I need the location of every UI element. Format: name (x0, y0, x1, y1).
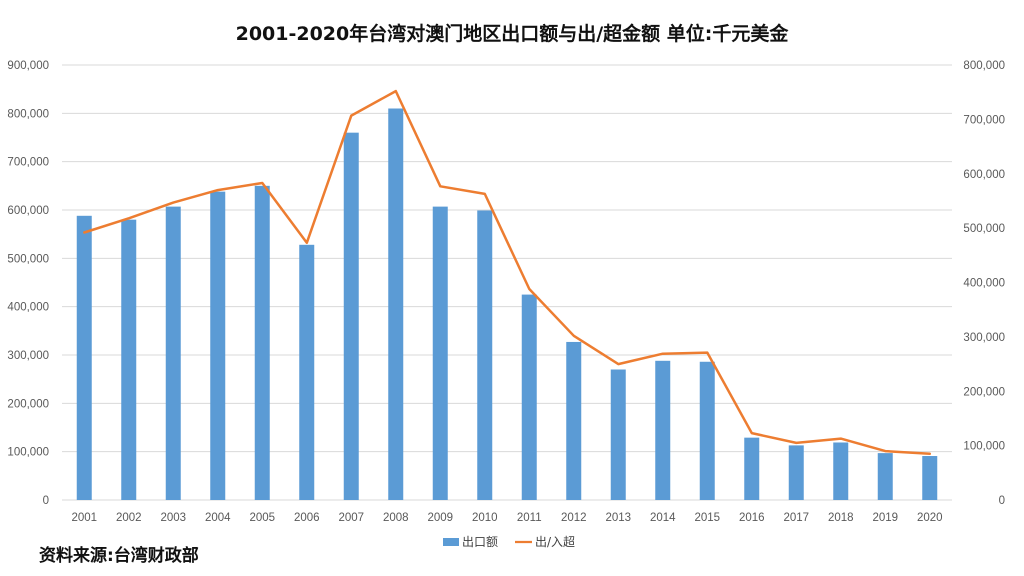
x-tick-label: 2010 (472, 512, 498, 524)
bar-series (76, 108, 938, 501)
right-tick-label: 400,000 (963, 278, 1005, 290)
source-note: 资料来源:台湾财政部 (39, 546, 199, 566)
left-axis: 0 100,000 200,000 300,000 400,000 500,000 600,… (7, 60, 49, 507)
bar (610, 369, 626, 500)
right-tick-label: 700,000 (963, 114, 1005, 126)
bar (121, 219, 137, 500)
legend-label-line: 出/入超 (535, 534, 575, 549)
bar (566, 341, 582, 500)
left-tick-label: 500,000 (7, 253, 49, 265)
legend-label-bar: 出口额 (462, 535, 498, 549)
left-tick-label: 300,000 (7, 350, 49, 362)
x-tick-label: 2001 (71, 512, 97, 524)
right-tick-label: 200,000 (963, 386, 1005, 398)
x-tick-label: 2006 (294, 512, 320, 524)
legend: 出口额 出/入超 (443, 534, 575, 549)
right-tick-label: 600,000 (963, 169, 1005, 181)
left-tick-label: 600,000 (7, 205, 49, 217)
right-axis: 0 100,000 200,000 300,000 400,000 500,000 600,… (963, 60, 1005, 507)
x-tick-label: 2014 (650, 512, 676, 524)
bar (254, 185, 270, 501)
x-tick-label: 2020 (917, 512, 943, 524)
bar (477, 210, 493, 500)
bar (521, 294, 537, 500)
bar (833, 442, 849, 500)
x-tick-label: 2013 (605, 512, 631, 524)
bar (744, 437, 760, 500)
x-axis: 2001 2002 2003 2004 2005 2006 2007 2008 2009 2010… (71, 512, 942, 524)
right-tick-label: 300,000 (963, 332, 1005, 344)
x-tick-label: 2012 (561, 512, 587, 524)
bar (388, 108, 404, 500)
left-tick-label: 700,000 (7, 157, 49, 169)
bar (788, 445, 804, 500)
bar (655, 360, 671, 500)
bar (432, 206, 448, 500)
bar (210, 191, 226, 500)
right-tick-label: 100,000 (963, 441, 1005, 453)
x-tick-label: 2008 (383, 512, 409, 524)
bar (699, 361, 715, 500)
x-tick-label: 2005 (249, 512, 275, 524)
x-tick-label: 2015 (694, 512, 720, 524)
left-tick-label: 100,000 (7, 447, 49, 459)
bar (343, 132, 359, 500)
legend-swatch-bar (443, 538, 459, 546)
x-tick-label: 2011 (517, 512, 542, 524)
x-tick-label: 2017 (783, 512, 809, 524)
x-tick-label: 2007 (338, 512, 364, 524)
x-tick-label: 2004 (205, 512, 231, 524)
left-tick-label: 200,000 (7, 398, 49, 410)
x-tick-label: 2018 (828, 512, 854, 524)
x-tick-label: 2003 (160, 512, 186, 524)
left-tick-label: 0 (43, 495, 49, 507)
right-tick-label: 500,000 (963, 223, 1005, 235)
right-tick-label: 800,000 (963, 60, 1005, 72)
bar (165, 206, 181, 500)
x-tick-label: 2002 (116, 512, 142, 524)
bar (922, 456, 938, 500)
bar (299, 244, 315, 500)
left-tick-label: 900,000 (7, 60, 49, 72)
bar (877, 453, 893, 500)
chart-title: 2001-2020年台湾对澳门地区出口额与出/超金额 单位:千元美金 (236, 22, 790, 45)
left-tick-label: 400,000 (7, 302, 49, 314)
x-tick-label: 2016 (739, 512, 765, 524)
line-path (83, 89, 932, 456)
x-tick-label: 2019 (872, 512, 898, 524)
bar (76, 215, 92, 501)
line-series (83, 89, 932, 456)
right-tick-label: 0 (999, 495, 1005, 507)
left-tick-label: 800,000 (7, 108, 49, 120)
x-tick-label: 2009 (427, 512, 453, 524)
gridlines (62, 64, 952, 501)
